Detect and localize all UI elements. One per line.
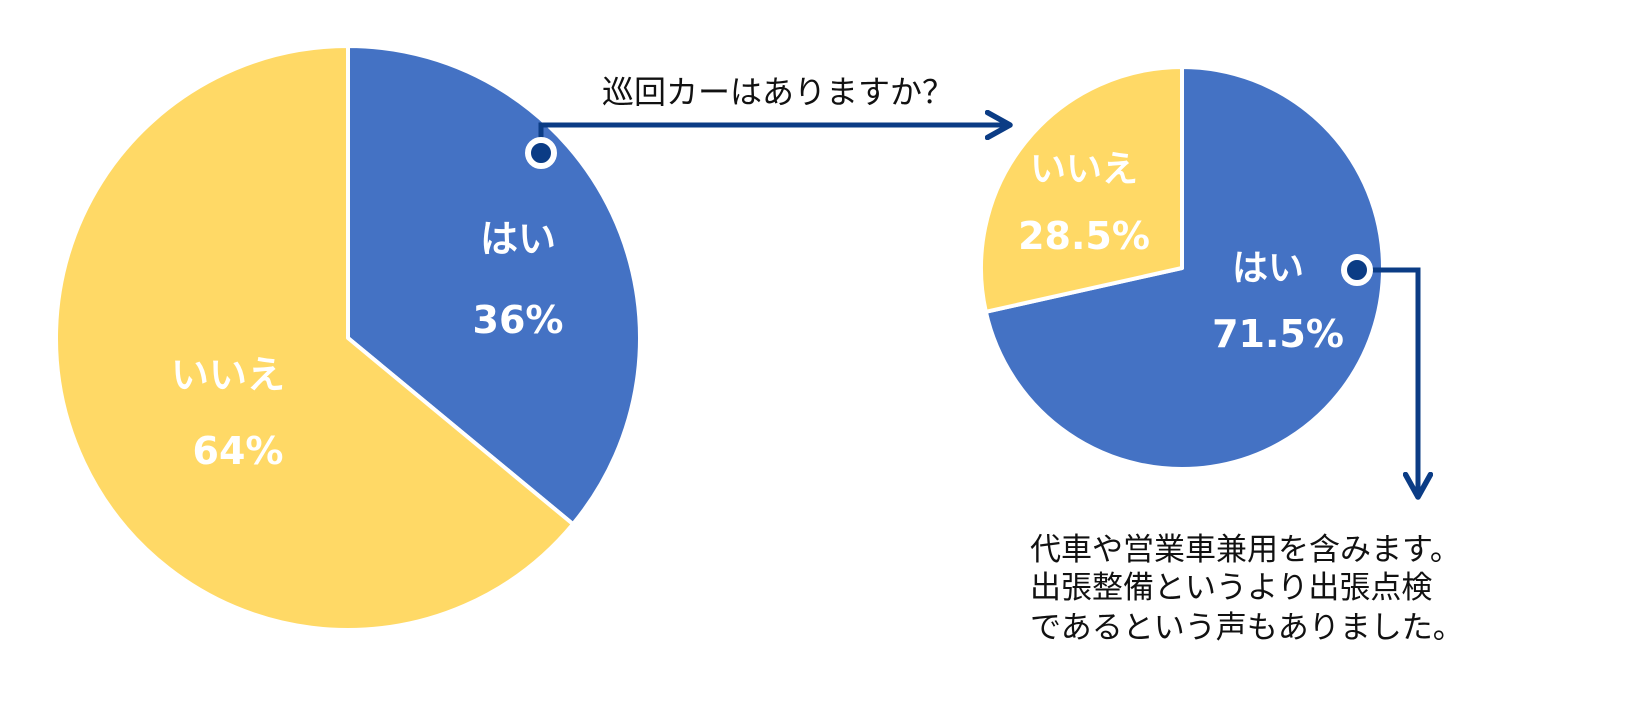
connector-line-1 bbox=[538, 125, 1010, 153]
connector-arrow-2 bbox=[1341, 254, 1418, 497]
note-line-2: 出張整備というより出張点検 bbox=[1030, 570, 1432, 606]
pie1-label-yes: はい bbox=[480, 217, 556, 261]
pie2-label-no: いいえ bbox=[1030, 149, 1138, 190]
pie1-label-no: いいえ bbox=[171, 353, 285, 397]
note-line-3: であるという声もありました。 bbox=[1030, 610, 1464, 646]
pie1-slice-yes bbox=[346, 44, 642, 527]
pie2-value-yes: 71.5% bbox=[1212, 312, 1344, 356]
question-label: 巡回カーはありますか？ bbox=[602, 73, 954, 111]
pie1-value-no: 64% bbox=[193, 429, 284, 473]
pie2-value-no: 28.5% bbox=[1018, 214, 1150, 258]
pie-chart-1: はい 36% いいえ 64% bbox=[54, 44, 642, 632]
pie1-slice-no bbox=[54, 44, 575, 632]
connector-line-2 bbox=[1357, 267, 1418, 497]
pie2-label-yes: はい bbox=[1232, 248, 1304, 289]
pie-chart-2: はい 71.5% いいえ 28.5% bbox=[979, 65, 1385, 471]
pie2-slice-yes bbox=[983, 65, 1385, 471]
connector-dot-1 bbox=[525, 137, 557, 169]
note-block: 代車や営業車兼用を含みます。 出張整備というより出張点検 であるという声もありま… bbox=[1030, 532, 1464, 646]
connector-arrow-1 bbox=[525, 125, 1010, 169]
pie2-slice-no bbox=[979, 65, 1184, 314]
note-line-1: 代車や営業車兼用を含みます。 bbox=[1030, 532, 1461, 568]
connector-dot-2 bbox=[1341, 254, 1373, 286]
pie1-value-yes: 36% bbox=[473, 298, 564, 342]
